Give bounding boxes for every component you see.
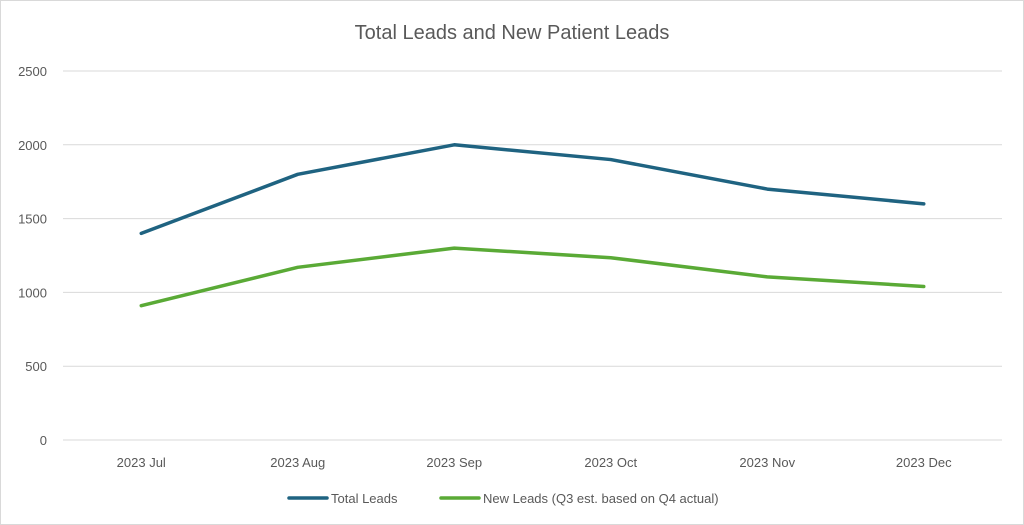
x-tick-label: 2023 Aug xyxy=(270,455,325,470)
y-axis-ticks: 0 500 1000 1500 2000 2500 xyxy=(18,64,47,448)
legend-label: Total Leads xyxy=(331,491,398,506)
y-tick-label: 0 xyxy=(40,433,47,448)
y-tick-label: 1500 xyxy=(18,212,47,227)
x-tick-label: 2023 Sep xyxy=(426,455,482,470)
chart-title: Total Leads and New Patient Leads xyxy=(355,22,670,44)
legend-label: New Leads (Q3 est. based on Q4 actual) xyxy=(483,491,719,506)
x-tick-label: 2023 Dec xyxy=(896,455,952,470)
y-tick-label: 2000 xyxy=(18,138,47,153)
y-tick-label: 2500 xyxy=(18,64,47,79)
x-tick-label: 2023 Oct xyxy=(584,455,637,470)
legend: Total Leads New Leads (Q3 est. based on Q… xyxy=(287,491,719,506)
x-axis-ticks: 2023 Jul 2023 Aug 2023 Sep 2023 Oct 2023 Nov… xyxy=(117,455,952,470)
x-tick-label: 2023 Nov xyxy=(739,455,795,470)
gridlines xyxy=(63,70,1002,441)
y-tick-label: 1000 xyxy=(18,285,47,300)
series-lines xyxy=(139,143,926,308)
series-line-2 xyxy=(139,246,926,308)
series-line-1 xyxy=(139,143,926,236)
y-tick-label: 500 xyxy=(25,359,47,374)
x-tick-label: 2023 Jul xyxy=(117,455,166,470)
